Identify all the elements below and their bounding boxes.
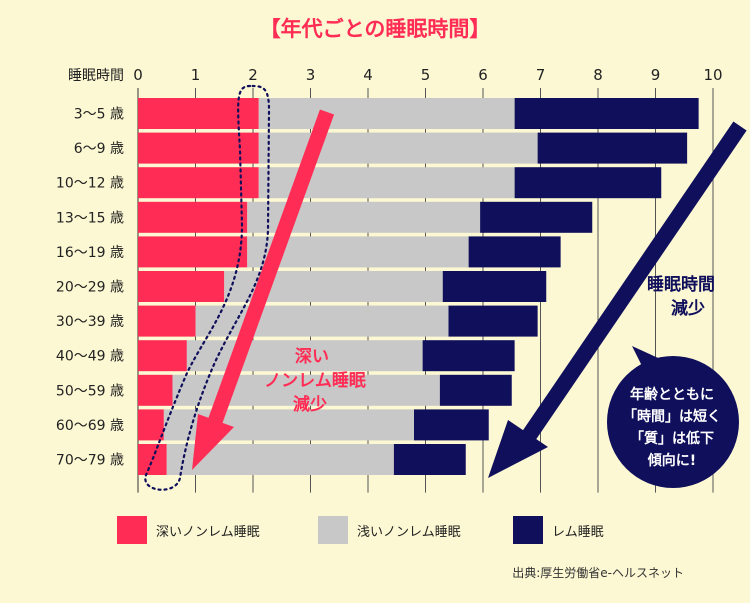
legend: 深いノンレム睡眠 浅いノンレム睡眠 レム睡眠	[117, 516, 604, 544]
bar-rem	[439, 374, 512, 406]
deep-sleep-arrow	[204, 109, 335, 433]
legend-swatch-deep	[117, 516, 147, 544]
deep-line1: 深い	[295, 346, 329, 367]
x-ticks: 0 1 2 3 4 5 6 7 8 9 10	[133, 66, 722, 84]
deep-sleep-arrowhead	[192, 414, 234, 470]
x-tick-label: 0	[133, 66, 143, 84]
x-tick-label: 9	[651, 66, 661, 84]
category-label: 50～59 歳	[56, 383, 124, 399]
x-tick-label: 7	[536, 66, 546, 84]
x-tick-label: 10	[703, 66, 722, 84]
legend-label-deep: 深いノンレム睡眠	[156, 525, 260, 540]
bar-deep	[138, 236, 248, 268]
bubble-line3: 「質」は低下	[630, 430, 714, 447]
bar-deep	[138, 132, 259, 164]
bar-deep	[138, 201, 248, 233]
bar-deep	[138, 305, 196, 337]
speech-bubble: 年齢とともに 「時間」は短く 「質」は低下 傾向に!	[607, 346, 739, 488]
bubble-line2: 「時間」は短く	[623, 408, 721, 425]
category-label: 30～39 歳	[56, 314, 124, 330]
x-tick-label: 4	[363, 66, 373, 84]
bar-rem	[448, 305, 538, 337]
category-label: 16～19 歳	[56, 245, 124, 261]
legend-swatch-rem	[513, 516, 543, 544]
rem-line1: 睡眠時間	[647, 274, 715, 295]
x-tick-label: 3	[306, 66, 316, 84]
x-tick-label: 8	[593, 66, 603, 84]
deep-sleep-annotation: 深い ノンレム睡眠 減少	[264, 346, 366, 415]
bar-rem	[514, 98, 699, 129]
bubble-body	[607, 356, 739, 488]
source-note: 出典:厚生労働省e-ヘルスネット	[512, 566, 684, 580]
category-labels: 3～5 歳 6～9 歳 10～12 歳 13～15 歳 16～19 歳 20～29 歳 30…	[56, 107, 124, 469]
bar-deep	[138, 374, 173, 406]
bubble-line1: 年齢とともに	[630, 386, 714, 403]
chart-title: 【年代ごとの睡眠時間】	[260, 17, 491, 41]
bar-rem	[442, 271, 547, 302]
x-tick-label: 1	[191, 66, 201, 84]
bar-deep	[138, 98, 259, 129]
rem-arrow	[519, 121, 747, 445]
bar-rem	[422, 340, 515, 372]
bar-rem	[514, 167, 662, 199]
category-label: 40～49 歳	[56, 349, 124, 365]
deep-line2: ノンレム睡眠	[264, 370, 366, 391]
bar-rem	[537, 132, 688, 164]
bar-light	[258, 98, 515, 129]
bar-rem	[393, 444, 466, 475]
category-label: 70～79 歳	[56, 453, 124, 469]
x-tick-label: 5	[421, 66, 431, 84]
x-tick-label: 6	[478, 66, 488, 84]
category-label: 13～15 歳	[56, 210, 124, 226]
category-label: 60～69 歳	[56, 418, 124, 434]
category-label: 20～29 歳	[56, 280, 124, 296]
x-tick-label: 2	[248, 66, 258, 84]
x-axis-label: 睡眠時間	[68, 68, 124, 84]
bubble-line4: 傾向に!	[647, 452, 696, 469]
bar-light	[186, 340, 423, 372]
legend-label-rem: レム睡眠	[552, 525, 604, 540]
bar-light	[258, 132, 538, 164]
category-label: 10～12 歳	[56, 176, 124, 192]
legend-swatch-light	[318, 516, 348, 544]
deep-line3: 減少	[293, 394, 327, 415]
bar-rem	[468, 236, 561, 268]
rem-annotation: 睡眠時間 減少	[647, 274, 715, 319]
category-label: 3～5 歳	[74, 107, 124, 123]
legend-label-light: 浅いノンレム睡眠	[357, 525, 461, 540]
bar-deep	[138, 409, 164, 441]
bar-rem	[414, 409, 489, 441]
bar-deep	[138, 271, 225, 302]
category-label: 6～9 歳	[74, 141, 124, 157]
rem-line2: 減少	[671, 298, 705, 319]
bar-light	[195, 305, 449, 337]
bar-rem	[480, 201, 593, 233]
bar-deep	[138, 340, 187, 372]
bar-deep	[138, 167, 259, 199]
rem-arrowhead	[488, 420, 548, 478]
deep-sleep-highlight	[144, 84, 271, 491]
